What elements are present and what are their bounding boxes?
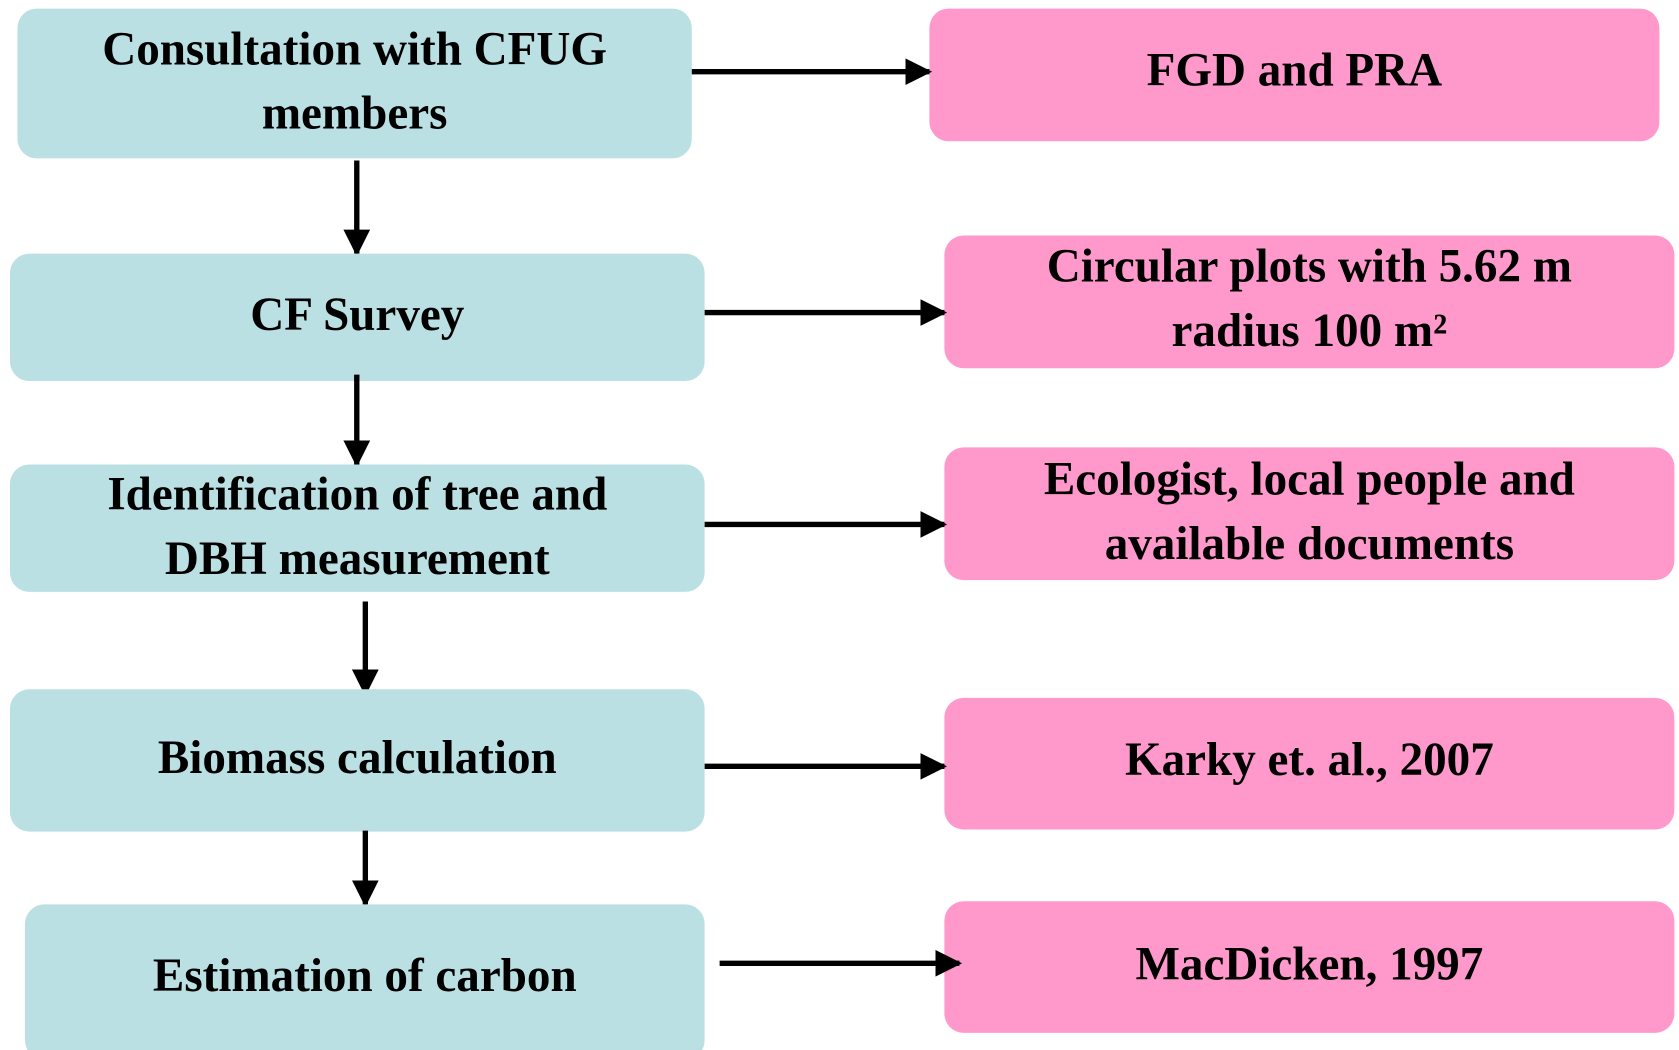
step-box — [9, 253, 705, 382]
box-text: DBH measurement — [165, 533, 550, 585]
box-text: Circular plots with 5.62 m — [1047, 241, 1572, 293]
method-box — [944, 447, 1675, 581]
box-text: radius 100 m² — [1172, 305, 1448, 357]
step-box — [24, 904, 705, 1050]
step-box — [9, 464, 705, 592]
box-text: MacDicken, 1997 — [1135, 938, 1483, 990]
method-box — [944, 235, 1675, 369]
box-text: Estimation of carbon — [153, 950, 577, 1002]
box-text: Karky et. al., 2007 — [1125, 734, 1494, 786]
box-text: members — [262, 88, 448, 140]
method-box — [944, 901, 1675, 1033]
box-text: Identification of tree and — [107, 469, 607, 521]
box-text: available documents — [1105, 518, 1514, 570]
step-box — [17, 8, 692, 159]
step-box — [9, 689, 705, 832]
method-box — [944, 697, 1675, 830]
box-text: Ecologist, local people and — [1044, 454, 1575, 506]
box-text: Consultation with CFUG — [102, 23, 607, 75]
box-text: Biomass calculation — [158, 732, 557, 784]
method-box — [929, 8, 1660, 142]
box-text: CF Survey — [250, 289, 464, 341]
box-text: FGD and PRA — [1147, 45, 1443, 97]
